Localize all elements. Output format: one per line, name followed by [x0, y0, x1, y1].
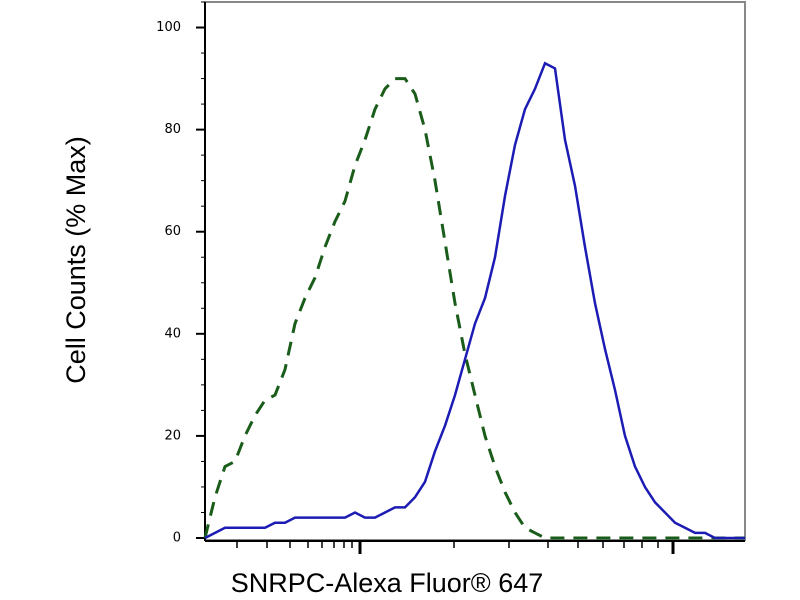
y-axis-title: Cell Counts (% Max) — [61, 136, 91, 384]
plot-frame — [204, 1, 746, 541]
histogram-line — [204, 61, 745, 540]
x-axis-title: SNRPC-Alexa Fluor® 647 — [231, 568, 544, 598]
y-tick-label: 100 — [156, 20, 181, 35]
histogram-line — [203, 77, 745, 540]
x-axis-ticks — [236, 541, 675, 554]
y-tick-label: 60 — [164, 224, 181, 239]
y-tick-label: 20 — [164, 428, 181, 443]
y-tick-label: 80 — [164, 122, 181, 137]
y-tick-label: 0 — [173, 531, 181, 546]
y-tick-label: 40 — [164, 326, 181, 341]
